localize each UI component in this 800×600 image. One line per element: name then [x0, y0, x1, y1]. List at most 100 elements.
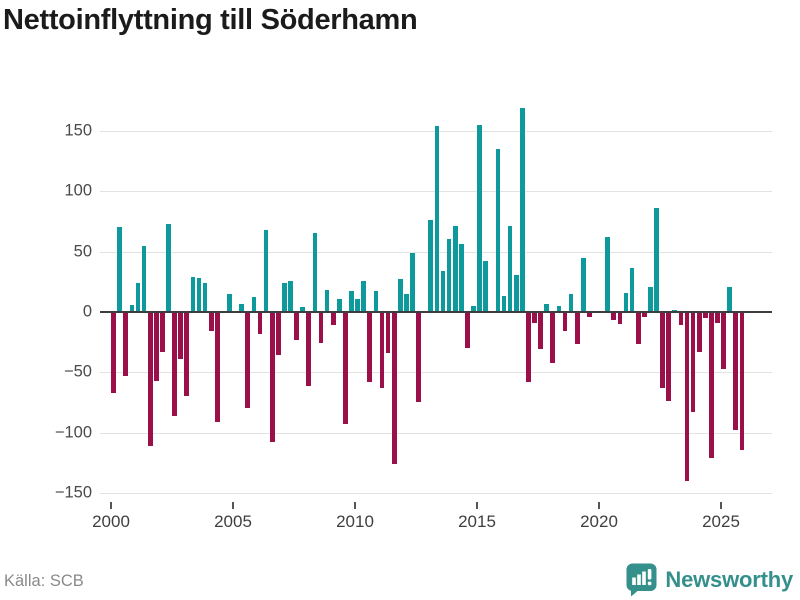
bar: [166, 223, 171, 312]
bar: [471, 305, 476, 312]
source-credit: Källa: SCB: [4, 572, 84, 590]
bar: [544, 303, 550, 312]
bar: [495, 148, 501, 312]
x-tick: [720, 502, 722, 509]
bar: [391, 313, 397, 465]
bar: [147, 313, 153, 446]
bar: [269, 313, 275, 443]
bar: [702, 313, 708, 318]
bar: [605, 237, 611, 312]
zero-line: [100, 311, 772, 313]
bar: [123, 313, 129, 376]
bar: [288, 280, 293, 312]
bar: [214, 313, 220, 422]
bar: [660, 313, 665, 388]
bar: [324, 290, 330, 312]
bar: [526, 313, 531, 382]
chart-title: Nettoinflyttning till Söderhamn: [3, 4, 418, 36]
bar: [355, 298, 360, 312]
x-tick: [598, 502, 600, 509]
bar: [245, 313, 251, 409]
bar: [580, 257, 586, 312]
bar: [568, 293, 574, 312]
bar: [160, 313, 165, 352]
bar: [709, 313, 714, 459]
bar: [361, 280, 367, 312]
bar: [349, 291, 354, 312]
bar: [678, 313, 684, 326]
bar: [574, 313, 580, 345]
bar: [465, 313, 470, 349]
bar: [641, 313, 647, 317]
gridline: [100, 493, 772, 495]
bar: [501, 296, 507, 312]
bar: [715, 313, 720, 323]
bar: [404, 293, 409, 312]
bar: [635, 313, 641, 345]
x-tick: [110, 502, 112, 509]
bar: [227, 293, 232, 312]
bar: [684, 313, 690, 481]
bar: [117, 227, 123, 312]
bar: [721, 313, 726, 369]
plot-area: [100, 105, 772, 500]
newsworthy-logo-icon: [626, 563, 657, 597]
bar: [196, 278, 202, 312]
bar: [416, 313, 421, 403]
bar: [190, 276, 196, 312]
x-tick-label: 2010: [336, 512, 374, 531]
bar: [202, 282, 208, 312]
bar: [690, 313, 696, 413]
bar: [538, 313, 543, 350]
x-tick-label: 2005: [214, 512, 252, 531]
bar: [739, 313, 745, 450]
bar: [654, 208, 659, 312]
bar: [587, 313, 592, 317]
bar: [733, 313, 739, 431]
bar: [452, 226, 458, 312]
x-tick-label: 2025: [702, 512, 740, 531]
x-tick-label: 2000: [92, 512, 130, 531]
y-tick-label: −50: [64, 362, 92, 381]
bar: [666, 313, 672, 402]
y-axis-labels: 150 100 50 0 −50 −100 −150: [0, 105, 92, 502]
bar: [367, 313, 373, 382]
bar: [336, 298, 342, 312]
bar: [519, 107, 525, 312]
bar: [184, 313, 190, 397]
bar: [373, 291, 379, 312]
bar: [562, 313, 568, 332]
bar: [251, 297, 257, 312]
bar: [410, 252, 415, 312]
bar: [440, 270, 446, 312]
bar: [672, 309, 678, 312]
bar: [275, 313, 281, 356]
bar: [696, 313, 702, 352]
bar: [343, 313, 348, 425]
bar: [330, 313, 336, 326]
bar: [263, 229, 269, 312]
y-tick-label: 150: [64, 121, 92, 140]
bar: [385, 313, 391, 353]
bar: [135, 282, 141, 312]
bar: [727, 286, 733, 312]
bar: [477, 124, 482, 312]
bar: [306, 313, 312, 386]
x-axis: 2000 2005 2010 2015 2020 2025: [92, 500, 772, 540]
x-tick: [476, 502, 478, 509]
bar: [629, 268, 635, 312]
x-tick-label: 2015: [458, 512, 496, 531]
bar: [111, 313, 116, 393]
bar: [648, 286, 653, 312]
bar: [556, 305, 562, 312]
bar: [458, 244, 464, 312]
bar: [312, 233, 318, 312]
bar: [446, 239, 452, 312]
bar: [318, 313, 324, 344]
bar: [208, 313, 214, 332]
bar: [507, 226, 513, 312]
y-tick-label: −150: [54, 483, 92, 502]
bar: [239, 303, 245, 312]
x-tick: [232, 502, 234, 509]
bar: [513, 274, 519, 312]
